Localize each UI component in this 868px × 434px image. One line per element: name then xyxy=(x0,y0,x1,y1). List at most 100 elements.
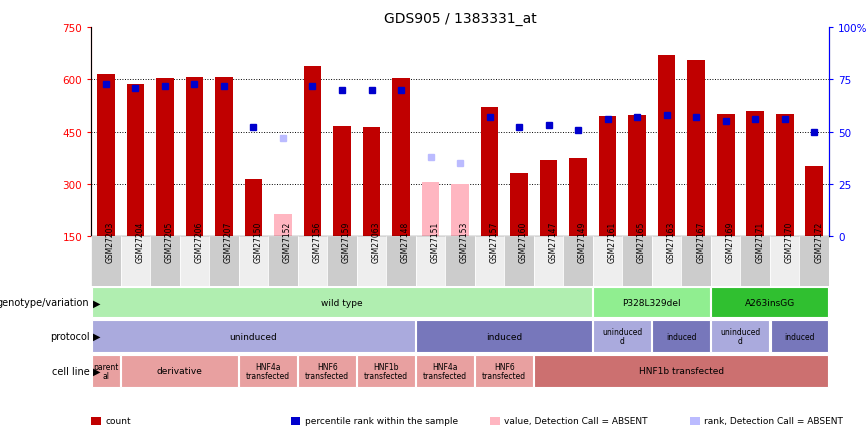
Bar xyxy=(799,237,829,286)
Bar xyxy=(540,160,557,237)
Text: rank, Detection Call = ABSENT: rank, Detection Call = ABSENT xyxy=(704,417,843,425)
Bar xyxy=(776,115,793,237)
Bar xyxy=(363,128,380,237)
Bar xyxy=(475,237,504,286)
Text: ▶: ▶ xyxy=(93,298,101,308)
Bar xyxy=(628,116,646,237)
Text: GSM27171: GSM27171 xyxy=(755,221,764,262)
Bar xyxy=(92,320,415,352)
Bar xyxy=(245,180,262,237)
Bar xyxy=(215,78,233,237)
Bar xyxy=(299,355,356,387)
Text: induced: induced xyxy=(784,332,815,341)
Text: GSM27165: GSM27165 xyxy=(637,221,646,262)
Text: GSM27159: GSM27159 xyxy=(342,221,351,262)
Text: ▶: ▶ xyxy=(93,332,101,341)
Text: P328L329del: P328L329del xyxy=(622,298,681,307)
Text: percentile rank within the sample: percentile rank within the sample xyxy=(305,417,457,425)
Bar xyxy=(569,158,587,237)
Bar xyxy=(687,61,705,237)
Text: GSM27147: GSM27147 xyxy=(549,221,557,262)
Text: GSM27149: GSM27149 xyxy=(578,221,587,262)
Bar xyxy=(740,237,770,286)
Text: A263insGG: A263insGG xyxy=(745,298,795,307)
Bar xyxy=(771,320,828,352)
Bar xyxy=(806,167,823,237)
Text: uninduced: uninduced xyxy=(229,332,278,341)
Text: parent
al: parent al xyxy=(93,362,119,380)
Text: GSM27172: GSM27172 xyxy=(814,221,823,262)
Bar xyxy=(746,112,764,237)
Bar xyxy=(97,75,115,237)
Bar xyxy=(186,78,203,237)
Bar xyxy=(209,237,239,286)
Bar xyxy=(594,288,710,318)
Bar xyxy=(712,320,769,352)
Text: GSM27063: GSM27063 xyxy=(372,221,380,262)
Text: GSM27204: GSM27204 xyxy=(135,221,144,262)
Text: GSM27152: GSM27152 xyxy=(283,221,292,262)
Text: GSM27207: GSM27207 xyxy=(224,221,233,262)
Bar xyxy=(770,237,799,286)
Text: induced: induced xyxy=(486,332,523,341)
Text: GSM27157: GSM27157 xyxy=(490,221,498,262)
Bar xyxy=(240,355,297,387)
Bar xyxy=(122,355,238,387)
Text: induced: induced xyxy=(666,332,697,341)
Bar xyxy=(358,355,415,387)
Text: GSM27206: GSM27206 xyxy=(194,221,203,262)
Bar xyxy=(392,79,410,237)
Bar xyxy=(92,355,120,387)
Bar xyxy=(274,215,292,237)
Bar xyxy=(417,320,592,352)
Bar xyxy=(121,237,150,286)
Bar xyxy=(268,237,298,286)
Bar xyxy=(653,320,710,352)
Bar xyxy=(534,237,563,286)
Text: GSM27148: GSM27148 xyxy=(401,221,410,262)
Text: HNF4a
transfected: HNF4a transfected xyxy=(247,362,290,380)
Text: GSM27156: GSM27156 xyxy=(312,221,321,262)
Bar xyxy=(652,237,681,286)
Bar xyxy=(622,237,652,286)
Bar xyxy=(476,355,533,387)
Text: GSM27205: GSM27205 xyxy=(165,221,174,262)
Text: GSM27161: GSM27161 xyxy=(608,221,616,262)
Text: GSM27203: GSM27203 xyxy=(106,221,115,262)
Text: uninduced
d: uninduced d xyxy=(720,327,760,345)
Bar xyxy=(712,288,828,318)
Bar xyxy=(717,115,734,237)
Bar xyxy=(156,79,174,237)
Bar xyxy=(593,237,622,286)
Text: value, Detection Call = ABSENT: value, Detection Call = ABSENT xyxy=(504,417,648,425)
Bar xyxy=(304,67,321,237)
Text: uninduced
d: uninduced d xyxy=(602,327,642,345)
Bar xyxy=(127,85,144,237)
Bar xyxy=(417,355,474,387)
Bar xyxy=(504,237,534,286)
Text: count: count xyxy=(105,417,131,425)
Text: wild type: wild type xyxy=(321,298,363,307)
Text: GSM27163: GSM27163 xyxy=(667,221,675,262)
Bar xyxy=(91,237,121,286)
Bar xyxy=(451,184,469,237)
Bar xyxy=(681,237,711,286)
Text: genotype/variation: genotype/variation xyxy=(0,298,89,308)
Title: GDS905 / 1383331_at: GDS905 / 1383331_at xyxy=(384,12,536,26)
Text: HNF6
transfected: HNF6 transfected xyxy=(306,362,349,380)
Text: HNF1b
transfected: HNF1b transfected xyxy=(365,362,408,380)
Text: protocol: protocol xyxy=(49,332,89,341)
Text: GSM27160: GSM27160 xyxy=(519,221,528,262)
Bar xyxy=(658,56,675,237)
Bar xyxy=(445,237,475,286)
Bar xyxy=(599,117,616,237)
Bar xyxy=(416,237,445,286)
Text: HNF4a
transfected: HNF4a transfected xyxy=(424,362,467,380)
Bar xyxy=(92,288,592,318)
Text: GSM27170: GSM27170 xyxy=(785,221,793,262)
Bar xyxy=(150,237,180,286)
Text: GSM27150: GSM27150 xyxy=(253,221,262,262)
Bar xyxy=(298,237,327,286)
Text: derivative: derivative xyxy=(157,367,202,375)
Bar xyxy=(535,355,828,387)
